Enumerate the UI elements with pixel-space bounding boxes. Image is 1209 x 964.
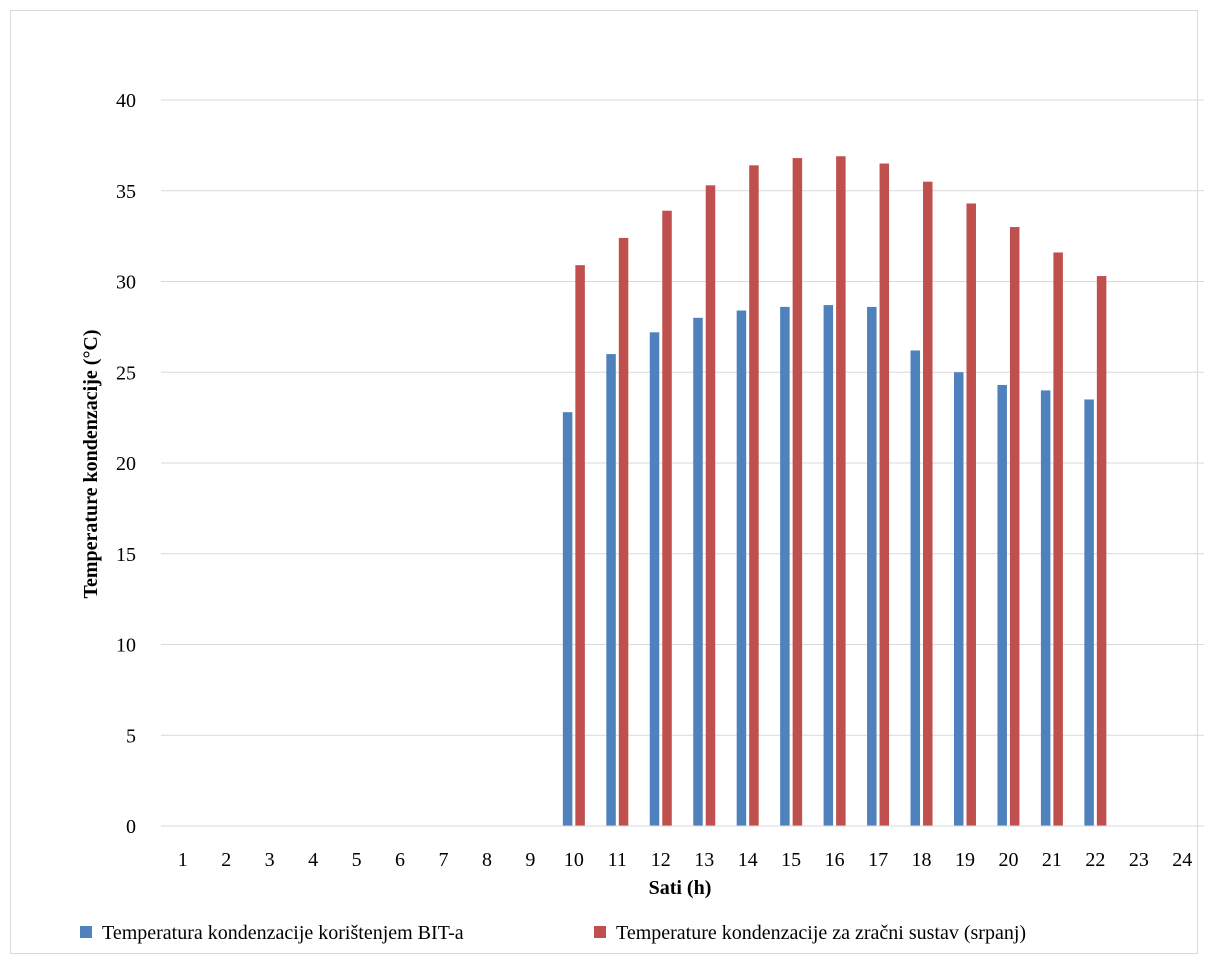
gridlines [161,99,1204,736]
legend-label-series-1: Temperatura kondenzacije korištenjem BIT… [102,922,464,944]
x-tick-label: 1 [178,849,188,871]
bar-series-1-hour-15 [780,306,790,826]
bar-series-2-hour-20 [1009,227,1020,827]
x-tick-label: 22 [1085,849,1105,871]
x-tick-label: 7 [438,849,448,871]
x-tick-label: 24 [1172,849,1192,871]
x-tick-label: 19 [955,849,975,871]
bar-series-2-hour-10 [575,265,585,826]
x-tick-label: 10 [564,849,584,871]
y-tick-label: 0 [126,816,136,838]
bar-series-1-hour-14 [736,310,747,826]
x-tick-label: 15 [781,849,801,871]
legend: Temperatura kondenzacije korištenjem BIT… [80,922,1026,944]
y-tick-label: 35 [116,181,136,203]
bar-series-2-hour-14 [749,165,759,827]
bar-series-1-hour-12 [649,332,660,826]
bar-series-1-hour-20 [997,384,1007,826]
x-tick-label: 5 [352,849,362,871]
x-tick-label: 14 [738,849,758,871]
bar-series-2-hour-15 [792,158,803,826]
bar-series-2-hour-17 [879,163,890,826]
x-tick-label: 23 [1129,849,1149,871]
x-tick-label: 12 [651,849,671,871]
legend-swatch-series-2 [594,926,606,938]
y-tick-label: 25 [116,362,136,384]
bar-series-2-hour-13 [705,185,716,826]
bar-series-2-hour-11 [618,237,629,826]
legend-swatch-series-1 [80,926,92,938]
legend-label-series-2: Temperature kondenzacije za zračni susta… [616,922,1026,944]
bar-series-1-hour-19 [953,372,964,826]
y-tick-label: 30 [116,272,136,294]
bar-series-1-hour-10 [562,412,573,826]
bar-series-1-hour-16 [823,305,834,827]
x-tick-label: 4 [308,849,318,871]
x-tick-label: 6 [395,849,405,871]
bar-series-2-hour-12 [662,210,672,827]
bar-series-2-hour-19 [966,203,976,826]
bar-series-1-hour-13 [693,317,703,826]
y-axis-title: Temperature kondenzacije (°C) [80,329,102,598]
bars [562,156,1107,827]
y-tick-label: 15 [116,544,136,566]
x-tick-label: 16 [825,849,845,871]
bar-series-2-hour-21 [1053,252,1063,826]
x-tick-label: 2 [221,849,231,871]
bar-series-1-hour-21 [1040,390,1051,826]
y-tick-label: 40 [116,90,136,112]
x-tick-label: 21 [1042,849,1062,871]
bar-series-1-hour-17 [867,306,877,826]
x-tick-label: 18 [912,849,932,871]
y-axis-ticks: 0 5 10 15 20 25 30 35 40 [116,90,136,838]
bar-series-1-hour-11 [606,354,616,826]
bar-series-2-hour-22 [1096,276,1107,826]
bar-series-1-hour-18 [910,350,921,826]
y-tick-label: 10 [116,635,136,657]
x-tick-label: 8 [482,849,492,871]
y-tick-label: 20 [116,453,136,475]
x-tick-label: 20 [998,849,1018,871]
y-tick-label: 5 [126,725,136,747]
x-tick-label: 13 [694,849,714,871]
x-axis-ticks: 1 2 3 4 5 6 7 8 9 10 11 12 13 14 15 16 17 18 19 20 21 22 23 24 [178,849,1193,871]
x-tick-label: 9 [525,849,535,871]
x-tick-label: 17 [868,849,888,871]
bar-series-2-hour-18 [923,181,933,827]
x-tick-label: 11 [608,849,627,871]
bar-series-2-hour-16 [836,156,846,826]
x-axis-title: Sati (h) [649,877,712,899]
x-tick-label: 3 [265,849,275,871]
bar-series-1-hour-22 [1084,399,1094,826]
